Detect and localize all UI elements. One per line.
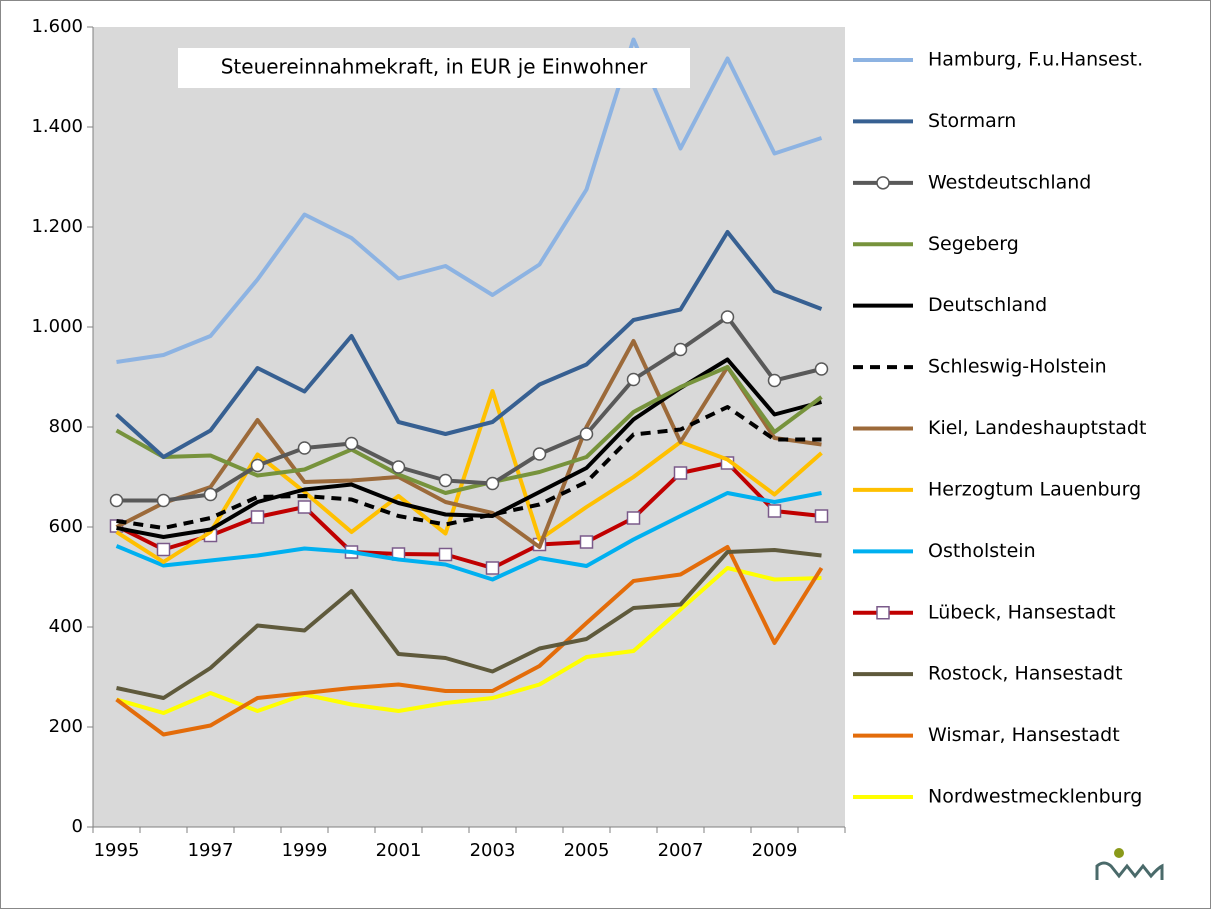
y-tick-label: 400	[49, 616, 83, 637]
y-tick-label: 200	[49, 716, 83, 737]
marker	[579, 535, 594, 549]
x-tick-label: 2001	[376, 840, 422, 861]
series-line	[115, 365, 823, 495]
y-tick-label: 1.600	[31, 16, 83, 37]
legend-label: Rostock, Hansestadt	[928, 663, 1123, 685]
logo-mark	[1095, 861, 1164, 880]
x-tick-label: 1997	[188, 840, 234, 861]
y-tick-label: 1.200	[31, 216, 83, 237]
marker	[814, 509, 829, 523]
marker	[673, 466, 688, 480]
legend-label: Kiel, Landeshauptstadt	[928, 417, 1146, 439]
series-line	[115, 545, 824, 737]
series-line	[115, 491, 822, 582]
legend-label: Stormarn	[928, 110, 1016, 132]
marker	[391, 460, 406, 474]
y-tick-label: 600	[49, 516, 83, 537]
legend-label: Herzogtum Lauenburg	[928, 478, 1141, 500]
legend-label: Lübeck, Hansestadt	[928, 601, 1116, 623]
marker	[250, 510, 265, 524]
marker	[579, 427, 594, 441]
series-line	[115, 339, 822, 549]
legend-label: Ostholstein	[928, 540, 1036, 562]
logo-dot	[1114, 848, 1124, 858]
x-tick-label: 2007	[658, 840, 704, 861]
series-line	[116, 315, 822, 503]
legend-label: Schleswig-Holstein	[928, 356, 1107, 378]
marker	[814, 362, 829, 376]
legend-label: Westdeutschland	[928, 171, 1091, 193]
marker	[203, 487, 218, 502]
marker	[438, 547, 453, 562]
series-line	[116, 548, 822, 700]
legend-marker	[876, 606, 890, 620]
marker	[673, 342, 688, 357]
series-line	[115, 461, 822, 570]
x-tick-label: 1995	[94, 840, 140, 861]
annotation-box	[178, 48, 690, 88]
x-tick-label: 2005	[564, 840, 610, 861]
series-line	[115, 230, 823, 459]
marker	[626, 372, 641, 387]
y-tick-label: 800	[49, 416, 83, 437]
marker	[109, 493, 124, 508]
series-line	[115, 566, 822, 715]
marker	[532, 447, 547, 461]
logo	[1095, 848, 1164, 880]
marker	[485, 561, 500, 575]
marker	[297, 441, 312, 455]
marker	[344, 436, 359, 451]
marker	[767, 504, 782, 518]
series-line	[115, 389, 823, 564]
series-line	[116, 357, 823, 539]
marker	[720, 310, 735, 324]
marker	[250, 458, 265, 473]
plot-layer: 0 200 400 600 800 1.000 1.200 1.400 1.600 1995 199…	[31, 16, 846, 861]
marker	[485, 476, 500, 491]
legend-label: Segeberg	[928, 233, 1019, 255]
legend-marker	[876, 176, 890, 190]
series-line	[116, 405, 822, 530]
legend-label: Nordwestmecklenburg	[928, 786, 1142, 808]
annotation: Steuereinnahmekraft, in EUR je Einwohner	[221, 55, 648, 79]
series-line	[116, 37, 823, 364]
legend-label: Hamburg, F.u.Hansest.	[928, 49, 1143, 71]
y-tick-label: 0	[72, 816, 83, 837]
marker	[767, 373, 782, 388]
legend-label: Deutschland	[928, 294, 1047, 316]
marker	[156, 542, 171, 557]
y-tick-label: 1.400	[31, 116, 83, 137]
x-tick-label: 1999	[282, 840, 328, 861]
marker	[626, 511, 641, 525]
x-tick-label: 2003	[470, 840, 516, 861]
y-tick-label: 1.000	[31, 316, 83, 337]
x-tick-label: 2009	[752, 840, 798, 861]
marker	[297, 500, 312, 514]
legend-label: Wismar, Hansestadt	[928, 724, 1120, 746]
marker	[156, 493, 171, 508]
marker	[438, 473, 453, 488]
